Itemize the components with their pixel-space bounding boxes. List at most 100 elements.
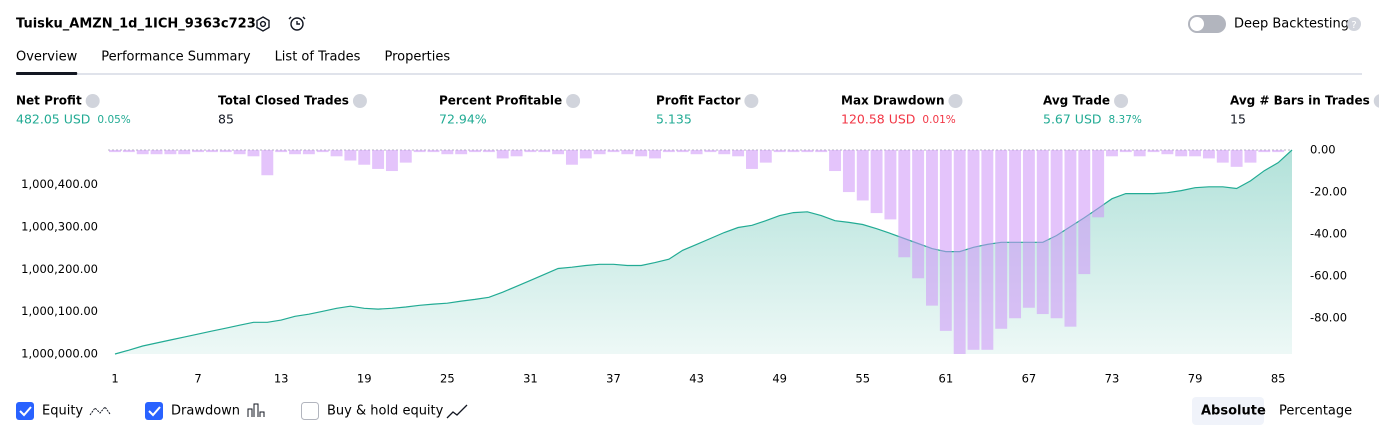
drawdown-bar [1092, 150, 1105, 218]
drawdown-bar [635, 150, 648, 157]
drawdown-bar [1133, 150, 1146, 157]
checkbox[interactable] [145, 402, 163, 420]
metric-label: Percent Profitable [439, 94, 562, 108]
legend-icon [247, 403, 265, 417]
drawdown-bar [316, 150, 329, 153]
y2-tick-label: -20.00 [1310, 185, 1347, 199]
info-icon[interactable] [566, 94, 581, 108]
y-tick-label: 1,000,400.00 [21, 177, 98, 191]
info-icon[interactable] [744, 94, 759, 108]
drawdown-bar [884, 150, 897, 220]
tab[interactable]: Overview [16, 50, 78, 65]
metric-value: 120.58 USD [841, 112, 915, 127]
checkmark [148, 406, 161, 417]
drawdown-bar [441, 150, 454, 155]
drawdown-bar [981, 150, 994, 350]
metric-sub: 0.01% [922, 114, 955, 126]
drawdown-bar [690, 150, 703, 155]
drawdown-bar [1258, 150, 1271, 153]
info-icon[interactable] [85, 94, 100, 108]
drawdown-bar [787, 150, 800, 153]
drawdown-bar [372, 150, 385, 169]
drawdown-bar [455, 150, 468, 155]
drawdown-bar [413, 150, 426, 153]
y2-tick-label: -40.00 [1310, 227, 1347, 241]
mode-button[interactable]: Percentage [1279, 404, 1352, 419]
drawdown-bar [205, 150, 218, 153]
x-tick-label: 49 [772, 372, 787, 386]
drawdown-bar [150, 150, 163, 155]
mode-button-bg [1192, 397, 1264, 425]
drawdown-bar [289, 150, 301, 155]
drawdown-bar [704, 150, 717, 153]
deep-backtesting-toggle[interactable] [1188, 15, 1226, 33]
x-tick-label: 19 [357, 372, 372, 386]
drawdown-bar [1147, 150, 1160, 153]
metric-sub: 0.05% [97, 114, 130, 126]
drawdown-bar [621, 150, 634, 155]
drawdown-bar [759, 150, 772, 163]
settings-icon[interactable] [256, 16, 270, 32]
tab[interactable]: List of Trades [275, 50, 361, 65]
x-tick-label: 85 [1271, 372, 1286, 386]
info-icon[interactable] [948, 94, 963, 108]
drawdown-bar [302, 150, 315, 155]
toggle-label: Deep Backtesting [1234, 17, 1349, 32]
drawdown-bar [1009, 150, 1022, 319]
legend-label: Buy & hold equity [327, 404, 444, 419]
drawdown-bar [344, 150, 357, 161]
drawdown-bar [538, 150, 551, 153]
info-icon[interactable] [1114, 94, 1129, 108]
drawdown-bar [1202, 150, 1215, 159]
help-icon[interactable]: ? [1347, 17, 1361, 31]
metric-value: 15 [1230, 112, 1246, 127]
drawdown-bar [496, 150, 509, 159]
drawdown-bar [912, 150, 925, 279]
metric-value: 5.135 [656, 112, 692, 127]
drawdown-bar [1119, 150, 1132, 153]
drawdown-bar [1244, 150, 1257, 163]
drawdown-bar [939, 150, 952, 331]
drawdown-bar [662, 150, 675, 153]
drawdown-bar [856, 150, 869, 201]
drawdown-bar [1022, 150, 1035, 308]
metric-label: Avg # Bars in Trades [1230, 94, 1370, 108]
x-tick-label: 61 [939, 372, 954, 386]
drawdown-bar [247, 150, 260, 157]
drawdown-bar [1106, 150, 1118, 157]
drawdown-bar [330, 150, 343, 157]
drawdown-bar [427, 150, 440, 153]
tab[interactable]: Properties [384, 50, 450, 65]
drawdown-bar [718, 150, 731, 155]
y-tick-label: 1,000,200.00 [21, 262, 98, 276]
x-tick-label: 79 [1188, 372, 1203, 386]
alert-icon[interactable] [288, 16, 306, 31]
x-tick-label: 7 [194, 372, 201, 386]
checkbox[interactable] [16, 402, 34, 420]
drawdown-bar [773, 150, 786, 153]
mode-button[interactable]: Absolute [1201, 404, 1266, 419]
drawdown-bar [275, 150, 288, 153]
drawdown-bar [1078, 150, 1091, 275]
drawdown-bar [1272, 150, 1285, 153]
drawdown-bar [967, 150, 980, 350]
metric-value: 482.05 USD [16, 112, 90, 127]
x-tick-label: 25 [440, 372, 455, 386]
info-icon[interactable] [352, 94, 367, 108]
drawdown-bar [136, 150, 149, 155]
legend-label: Equity [42, 404, 83, 419]
drawdown-bar [1189, 150, 1202, 157]
info-icon[interactable] [1373, 94, 1379, 108]
metric-value: 85 [218, 112, 234, 127]
checkbox[interactable] [301, 402, 319, 420]
drawdown-bar [1064, 150, 1077, 327]
x-tick-label: 67 [1022, 372, 1037, 386]
drawdown-bar [565, 150, 578, 165]
drawdown-bar [649, 150, 661, 159]
drawdown-bar [261, 150, 274, 176]
legend-icon [446, 404, 468, 419]
x-tick-label: 55 [855, 372, 870, 386]
drawdown-bar [746, 150, 758, 169]
tab[interactable]: Performance Summary [101, 50, 251, 65]
